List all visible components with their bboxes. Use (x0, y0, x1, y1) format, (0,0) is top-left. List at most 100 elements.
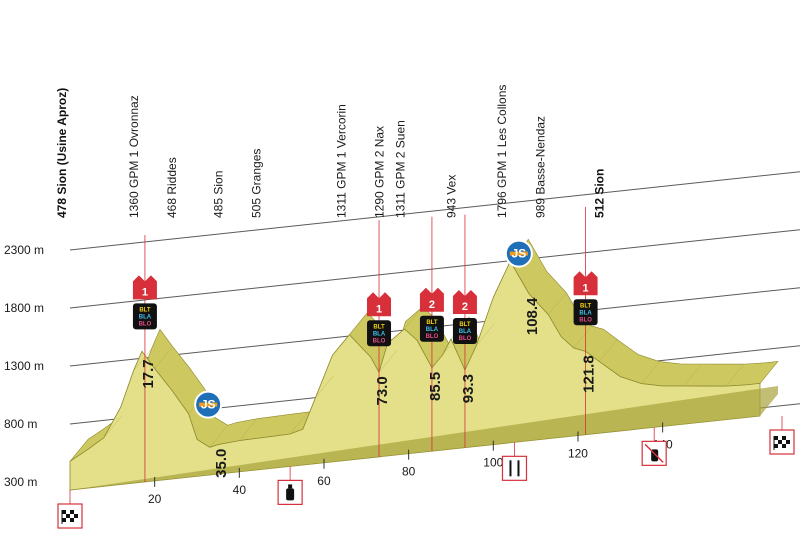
waypoint-label: 1796 GPM 1 Les Collons (495, 85, 509, 218)
finish-flag-icon (769, 416, 795, 455)
x-tick-label: 60 (317, 474, 331, 488)
flag-cell (782, 444, 786, 448)
waypoint-labels: 478 Sion (Usine Aproz) 1360 GPM 1 Ovronna… (55, 85, 607, 218)
blt-badge-bg (573, 299, 598, 326)
terrain-ridge-line (573, 325, 592, 349)
waypoint-label: 505 Granges (250, 149, 264, 218)
flag-cell (70, 510, 74, 514)
blt-badge-text: BLT (373, 324, 385, 330)
terrain-ridge-line (209, 425, 228, 448)
flag-cell (782, 436, 786, 440)
kom-category: 1 (142, 286, 148, 298)
sprint-badge: JS (504, 239, 533, 268)
waypoint-label: 1311 GPM 1 Vercorin (334, 104, 348, 218)
kom-badge-shape (367, 292, 392, 317)
blt-badge-bg (452, 318, 477, 345)
bottle-body (286, 488, 295, 501)
y-tick-label: 2300 m (4, 243, 44, 257)
x-tick-label: 40 (233, 483, 247, 497)
blt-badge-text: BLA (459, 329, 472, 335)
terrain-ridge-line (404, 306, 423, 330)
kom-badge: 2 (452, 290, 477, 315)
terrain-ridge-line (548, 292, 567, 315)
terrain-end-face (70, 386, 778, 490)
sprint-badge: JS (194, 390, 223, 419)
blt-badge-bg (367, 320, 392, 347)
blt-badge-text: BLO (459, 336, 472, 342)
blt-badge-text: BLT (580, 303, 592, 309)
blt-badge-text: BLO (139, 321, 152, 327)
sprint-badge-stripe (509, 251, 528, 256)
terrain-ridge-line (103, 415, 123, 438)
km-marker-label: 108.4 (524, 297, 541, 335)
terrain-ridge-line (378, 350, 398, 373)
flag-cell (62, 510, 66, 514)
water-bottle-icon (277, 466, 303, 505)
service-box (501, 455, 528, 481)
x-tick-label: 80 (402, 465, 416, 479)
blt-badge-bg (132, 303, 157, 330)
flag-cell (774, 444, 778, 448)
food-zone-icon (501, 442, 528, 481)
kom-category: 2 (462, 301, 468, 313)
flag-cell (62, 518, 66, 522)
kom-badge: 2 (419, 287, 444, 312)
flag-cell (66, 514, 70, 518)
y-tick-label: 1300 m (4, 359, 44, 373)
flag-cell (70, 518, 74, 522)
terrain-ridge-line (133, 348, 152, 371)
km-marker-label: 121.8 (581, 355, 598, 393)
terrain-ridge-line (431, 345, 451, 368)
km-marker-label: 93.3 (460, 374, 477, 403)
terrain-ridge-line (349, 312, 368, 335)
kom-badge: 1 (367, 292, 392, 317)
blt-badge-text: BLT (459, 322, 471, 328)
terrain-profile (69, 238, 779, 491)
kom-badge-shape (132, 275, 157, 300)
terrain-ridge-line (759, 361, 779, 384)
terrain-ridge-line (69, 439, 89, 462)
distance-axis: 20406080100120140 (148, 422, 673, 506)
waypoint-label: 1290 GPM 2 Nax (372, 126, 386, 218)
blt-badge-text: BLA (579, 310, 592, 316)
terrain-ridge-line (315, 375, 334, 398)
blt-badge-text: BLA (426, 327, 439, 333)
waypoint-label: 485 Sion (212, 171, 226, 218)
km-marker-label: 17.7 (140, 359, 157, 388)
terrain-ridge-line (239, 418, 258, 441)
kom-badge-shape (573, 271, 598, 296)
y-tick-label: 300 m (4, 475, 37, 489)
y-tick-label: 800 m (4, 417, 37, 431)
km-marker-label: 35.0 (213, 449, 230, 478)
blt-badge-bg (419, 315, 444, 342)
km-marker-label: 73.0 (374, 376, 391, 405)
flag-cell (778, 440, 782, 444)
elevation-axis: 300 m 800 m 1300 m 1800 m 2300 m (4, 243, 44, 489)
flag-cell (786, 440, 790, 444)
grid-line (69, 171, 800, 251)
bottle-cap (288, 484, 293, 489)
terrain-ridge-line (641, 361, 660, 384)
sprint-badge-label: JS (201, 398, 216, 412)
blt-badge-text: BLA (139, 314, 152, 320)
terrain-ridge-line (683, 363, 702, 387)
strike-line (644, 443, 664, 463)
x-tick-label: 20 (148, 492, 162, 506)
km-marker-label: 85.5 (427, 372, 444, 401)
blt-badge-text: BLO (373, 338, 386, 344)
waypoint-label: 943 Vex (444, 175, 458, 218)
blt-badge-text: BLT (426, 320, 438, 326)
start-flag-icon (57, 490, 83, 529)
grid-line (69, 229, 800, 309)
y-tick-label: 1800 m (4, 301, 44, 315)
flag-cell (74, 514, 78, 518)
waste-zone-icon (641, 427, 667, 466)
terrain-ridge-line (154, 346, 173, 369)
